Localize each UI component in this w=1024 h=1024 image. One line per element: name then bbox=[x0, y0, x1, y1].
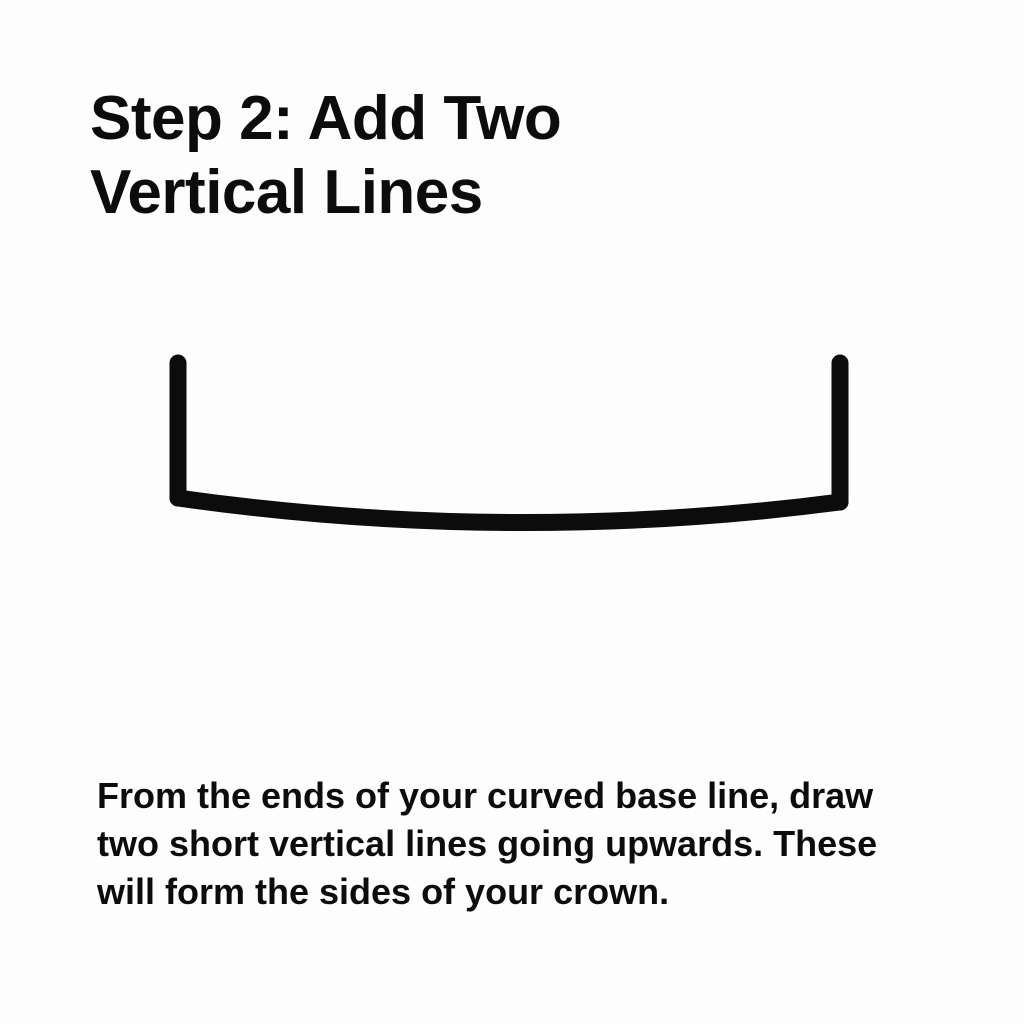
instruction-line-1: From the ends of your curved base line, … bbox=[97, 775, 874, 816]
curved-base-line bbox=[169, 489, 849, 532]
instruction-line-3: will form the sides of your crown. bbox=[97, 871, 670, 912]
step-title-line-1: Step 2: Add Two bbox=[90, 84, 562, 153]
instruction-line-2: two short vertical lines going upwards. … bbox=[97, 823, 878, 864]
step-instruction: From the ends of your curved base line, … bbox=[97, 772, 977, 916]
step-title-line-2: Vertical Lines bbox=[90, 158, 483, 227]
step-title: Step 2: Add Two Vertical Lines bbox=[90, 82, 890, 230]
